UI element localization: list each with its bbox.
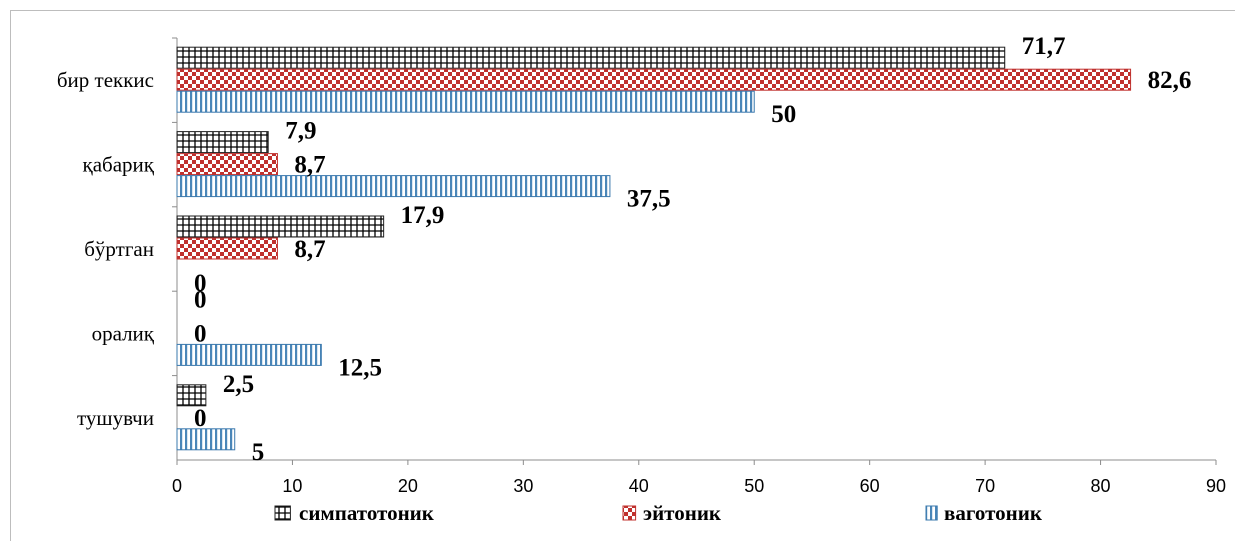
legend-label: ваготоник bbox=[944, 501, 1043, 525]
bar-layer bbox=[176, 46, 1132, 451]
legend-swatch bbox=[925, 505, 938, 521]
x-tick-label: 20 bbox=[398, 476, 418, 496]
legend-swatch bbox=[274, 505, 291, 521]
category-label: бўртган bbox=[84, 237, 154, 261]
legend-label: эйтоник bbox=[643, 501, 722, 525]
bar bbox=[176, 153, 278, 176]
data-label: 50 bbox=[771, 101, 796, 128]
x-tick-label: 10 bbox=[282, 476, 302, 496]
data-label: 8,7 bbox=[294, 236, 325, 263]
data-label: 0 bbox=[194, 320, 207, 347]
x-tick-label: 30 bbox=[513, 476, 533, 496]
category-label: оралиқ bbox=[92, 321, 155, 345]
x-tick-label: 0 bbox=[172, 476, 182, 496]
x-tick-label: 90 bbox=[1206, 476, 1226, 496]
bar bbox=[176, 384, 207, 407]
bar bbox=[176, 343, 322, 366]
x-tick-label: 80 bbox=[1091, 476, 1111, 496]
category-label: тушувчи bbox=[77, 406, 154, 430]
bar bbox=[176, 46, 1006, 69]
data-label: 0 bbox=[194, 286, 207, 313]
data-label: 17,9 bbox=[401, 202, 445, 229]
x-tick-label: 60 bbox=[860, 476, 880, 496]
bar bbox=[176, 215, 385, 238]
data-label: 5 bbox=[252, 439, 265, 466]
data-label: 0 bbox=[194, 405, 207, 432]
data-label: 82,6 bbox=[1148, 67, 1192, 94]
data-label: 0 bbox=[194, 270, 207, 297]
x-tick-label: 40 bbox=[629, 476, 649, 496]
category-label: бир теккис bbox=[57, 68, 154, 92]
legend-label: симпатотоник bbox=[299, 501, 435, 525]
bar bbox=[176, 237, 278, 260]
bar bbox=[176, 428, 236, 451]
data-label: 7,9 bbox=[285, 118, 316, 145]
chart-frame bbox=[10, 10, 1235, 541]
data-label: 8,7 bbox=[294, 152, 325, 179]
data-label: 12,5 bbox=[338, 354, 382, 381]
category-label: қабариқ bbox=[83, 153, 155, 177]
legend-swatch bbox=[622, 505, 637, 521]
data-label: 2,5 bbox=[223, 371, 254, 398]
data-label: 37,5 bbox=[627, 186, 671, 213]
data-label: 71,7 bbox=[1022, 33, 1066, 60]
bar bbox=[176, 68, 1132, 91]
bar bbox=[176, 175, 611, 198]
bar bbox=[176, 131, 269, 154]
x-tick-label: 50 bbox=[744, 476, 764, 496]
x-tick-label: 70 bbox=[975, 476, 995, 496]
legend: симпатотоник эйтоник ваготоник bbox=[274, 501, 1043, 525]
bar bbox=[176, 90, 755, 113]
